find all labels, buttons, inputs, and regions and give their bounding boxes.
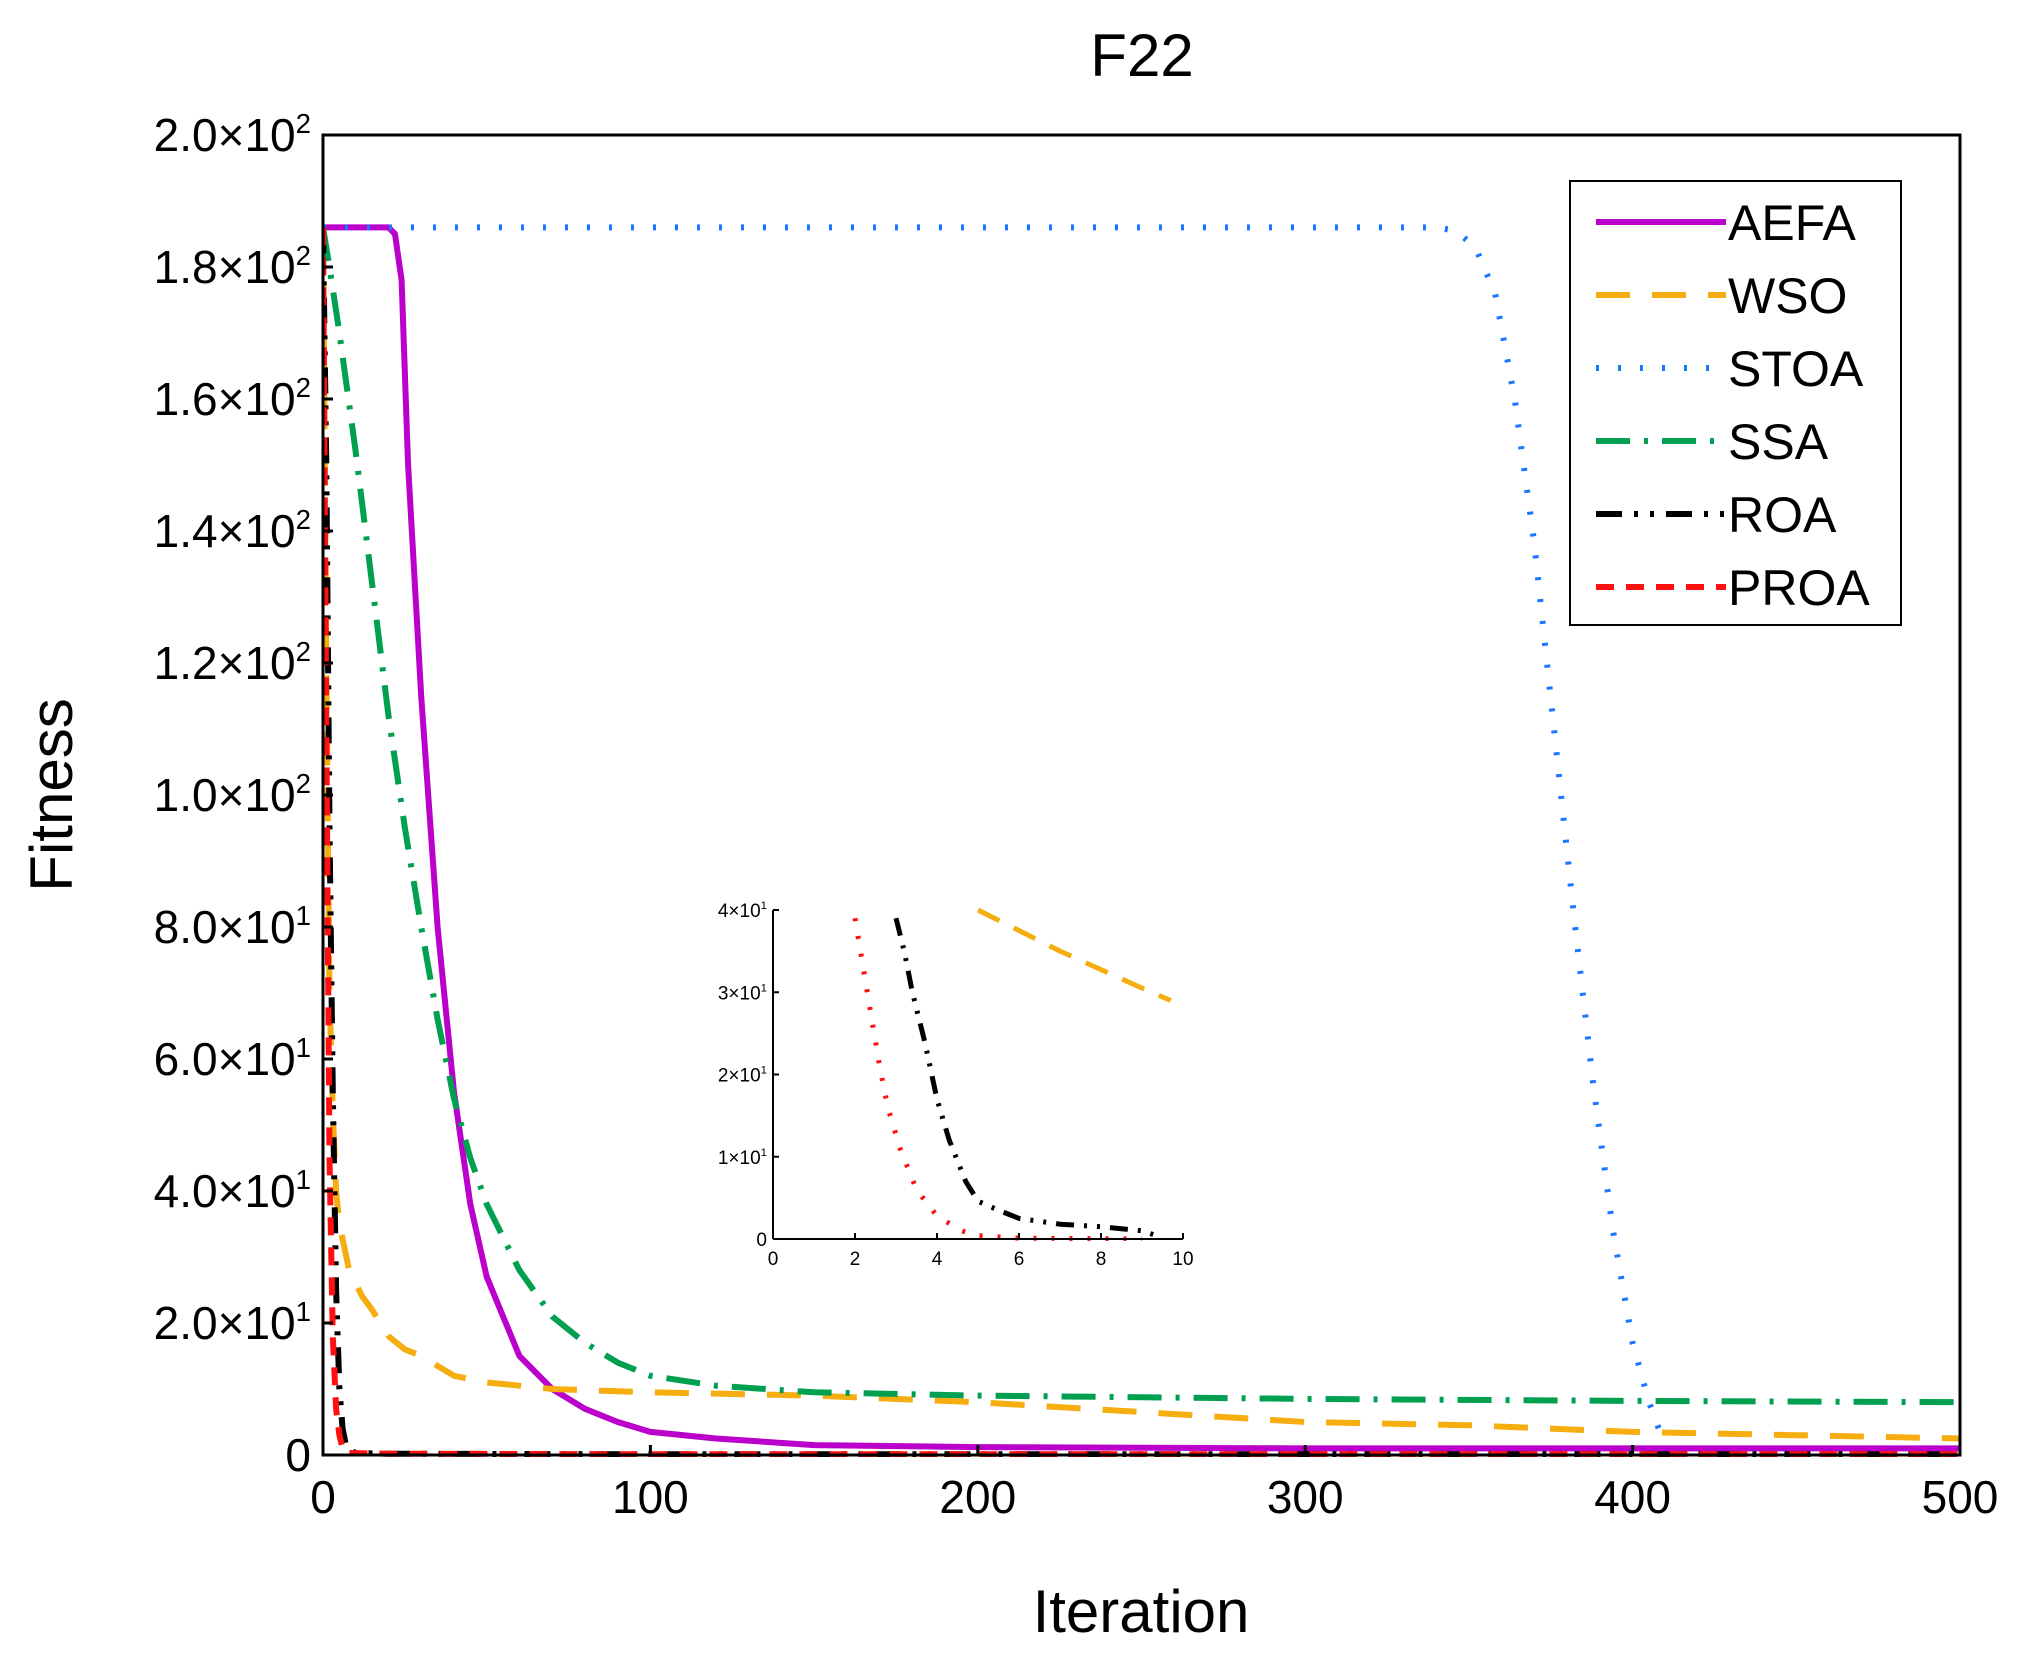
chart-title: F22 [1090, 22, 1193, 89]
main-series-ssa [323, 226, 1960, 1406]
legend-item-wso: WSO [1596, 268, 1847, 324]
main-x-tick-label: 200 [939, 1471, 1016, 1523]
inset-y-tick-label: 0 [756, 1230, 767, 1251]
inset-y-tick-label: 3×101 [718, 982, 767, 1004]
main-series-aefa [323, 224, 1960, 1452]
legend-label-proa: PROA [1728, 560, 1870, 616]
inset-y-tick-label: 1×101 [718, 1147, 767, 1169]
main-y-tick-label: 1.6×102 [154, 372, 311, 425]
inset-y-axis: 0 1×101 2×101 3×101 4×101 [718, 900, 779, 1251]
main-x-tick-label: 0 [310, 1471, 336, 1523]
legend-item-roa: ROA [1596, 487, 1837, 543]
inset-series-group [852, 908, 1172, 1241]
legend: AEFA WSO STOA SSA ROA PROA [1569, 180, 1902, 626]
inset-x-tick-label: 4 [932, 1249, 943, 1270]
inset-x-axis: 0 2 4 6 8 10 [768, 1233, 1194, 1270]
main-y-axis: 0 2.0×101 4.0×101 6.0×101 8.0×101 1.0×102 1.2×… [154, 108, 333, 1481]
legend-box [1569, 180, 1902, 626]
inset-x-tick-label: 10 [1172, 1249, 1193, 1270]
legend-item-stoa: STOA [1596, 341, 1864, 397]
main-plot-area: 0 100 200 300 400 500 02.0×1014.0×1016.0×1018… [154, 108, 1999, 1523]
inset-series-proa [852, 917, 1143, 1241]
legend-item-proa: PROA [1596, 560, 1870, 616]
legend-item-aefa: AEFA [1596, 195, 1856, 251]
main-y-tick-label: 1.4×102 [154, 504, 311, 557]
legend-item-ssa: SSA [1596, 414, 1829, 470]
main-y-tick-label: 8.0×101 [154, 900, 311, 953]
main-series-wso [323, 227, 1960, 1442]
main-x-tick-label: 400 [1594, 1471, 1671, 1523]
main-y-tick-label: 6.0×101 [154, 1032, 311, 1085]
inset-x-tick-label: 0 [768, 1249, 779, 1270]
main-y-tick-label: 2.0×102 [154, 108, 311, 161]
main-y-tick-label: 1.8×102 [154, 240, 311, 293]
inset-series-roa [893, 917, 1156, 1238]
inset-x-tick-label: 2 [850, 1249, 861, 1270]
main-y-tick-label: 1.0×102 [154, 768, 311, 821]
main-y-tick-label: 2.0×101 [154, 1296, 311, 1349]
legend-label-wso: WSO [1728, 268, 1847, 324]
inset-y-tick-label: 2×101 [718, 1065, 767, 1087]
main-x-tick-label: 300 [1267, 1471, 1344, 1523]
legend-label-roa: ROA [1728, 487, 1837, 543]
legend-label-aefa: AEFA [1728, 195, 1856, 251]
main-x-axis: 0 100 200 300 400 500 [310, 1445, 1998, 1523]
legend-label-stoa: STOA [1728, 341, 1864, 397]
y-axis-label: Fitness [18, 698, 85, 891]
inset-x-tick-label: 8 [1096, 1249, 1107, 1270]
main-y-tick-label: 1.2×102 [154, 636, 311, 689]
main-y-tick-label: 0 [285, 1429, 311, 1481]
main-x-tick-label: 100 [612, 1471, 689, 1523]
inset-plot-area: 0 2 4 6 8 10 0 1×101 2×101 3×101 4×101 [718, 900, 1194, 1270]
main-x-tick-label: 500 [1922, 1471, 1999, 1523]
legend-label-ssa: SSA [1728, 414, 1829, 470]
inset-y-tick-label: 4×101 [718, 900, 767, 922]
main-y-tick-label: 4.0×101 [154, 1164, 311, 1217]
x-axis-label: Iteration [1033, 1578, 1250, 1645]
inset-x-tick-label: 6 [1014, 1249, 1025, 1270]
inset-series-wso [976, 908, 1172, 1003]
